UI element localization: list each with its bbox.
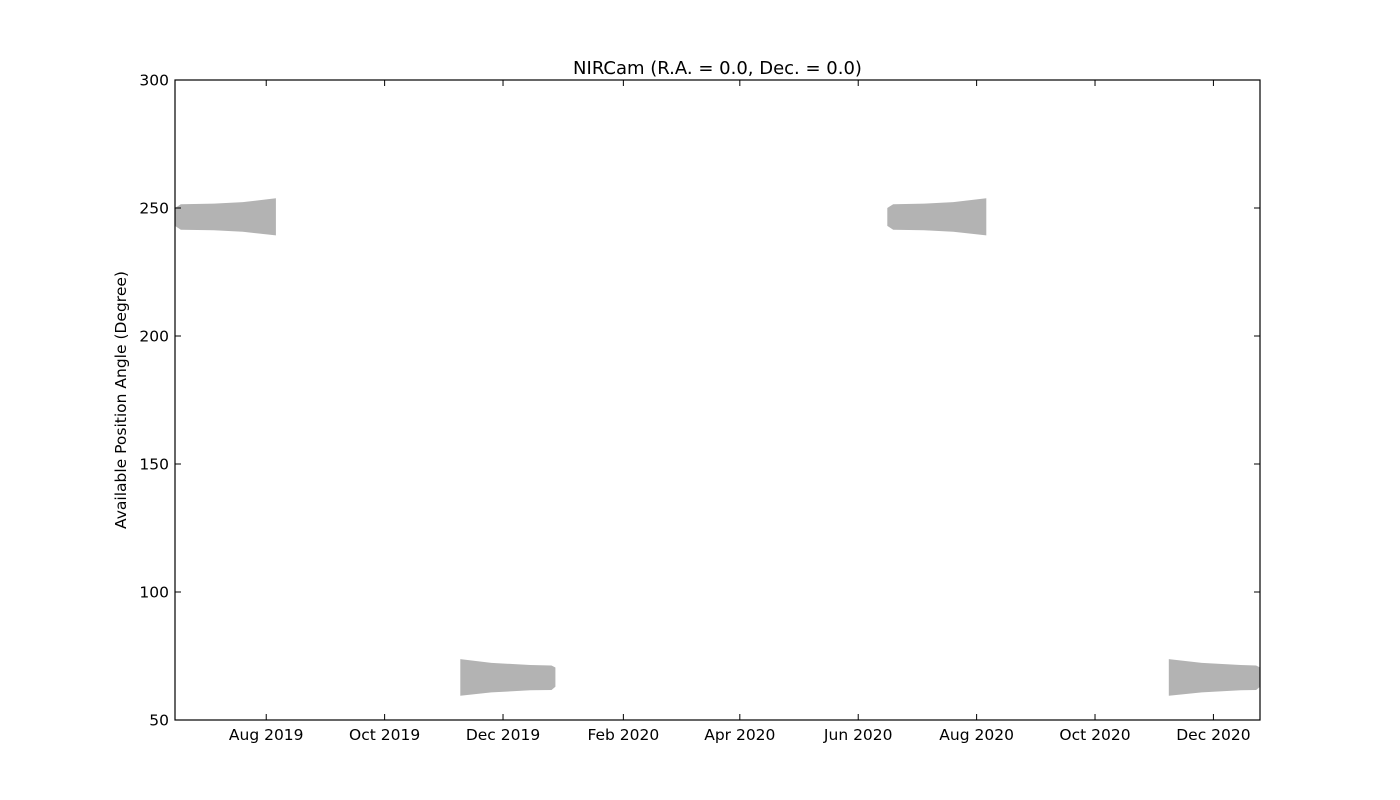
x-tick-label: Jun 2020 [823,726,893,744]
visibility-window-1 [175,198,276,236]
visibility-window-3 [887,198,987,236]
y-tick-label: 300 [139,72,169,90]
y-tick-label: 200 [139,328,169,346]
x-tick-label: Aug 2019 [229,726,304,744]
visibility-window-4 [1168,659,1260,696]
y-tick-label: 150 [139,456,169,474]
y-axis-label: Available Position Angle (Degree) [112,271,130,529]
x-tick-label: Oct 2020 [1059,726,1130,744]
y-tick-label: 50 [149,712,169,730]
y-axis: 50 100 150 200 250 300 [139,72,1260,730]
visibility-windows [175,198,1260,696]
x-tick-label: Dec 2020 [1176,726,1250,744]
x-tick-label: Aug 2020 [939,726,1014,744]
x-tick-label: Dec 2019 [466,726,540,744]
x-axis: Aug 2019 Oct 2019 Dec 2019 Feb 2020 Apr 2020… [229,80,1251,744]
chart-title: NIRCam (R.A. = 0.0, Dec. = 0.0) [573,58,862,79]
visibility-window-2 [460,659,556,696]
y-tick-label: 250 [139,200,169,218]
y-tick-label: 100 [139,584,169,602]
x-tick-label: Apr 2020 [704,726,775,744]
x-tick-label: Feb 2020 [587,726,659,744]
x-tick-label: Oct 2019 [349,726,420,744]
plot-frame [174,79,1261,721]
